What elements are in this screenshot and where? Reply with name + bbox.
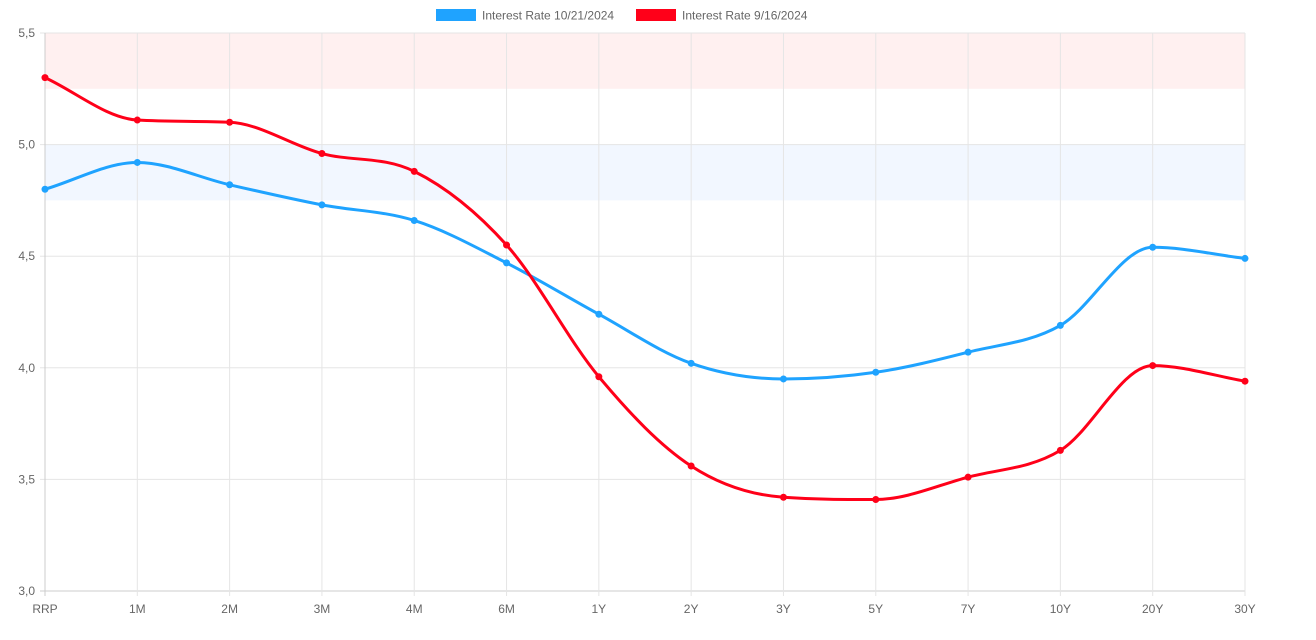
data-point (226, 181, 234, 189)
data-point (1149, 362, 1157, 370)
data-point (226, 118, 234, 126)
x-tick-label: 2M (221, 602, 238, 616)
data-point (872, 495, 880, 503)
x-tick-label: 7Y (961, 602, 976, 616)
x-tick-label: 10Y (1050, 602, 1071, 616)
data-point (1241, 377, 1249, 385)
data-point (41, 185, 49, 193)
x-tick-label: 30Y (1234, 602, 1255, 616)
data-point (872, 368, 880, 376)
x-tick-label: 1M (129, 602, 146, 616)
rate-band-1 (45, 144, 1245, 201)
x-tick-label: 4M (406, 602, 423, 616)
data-point (410, 167, 418, 175)
legend-label: Interest Rate 9/16/2024 (682, 9, 808, 23)
data-point (1241, 254, 1249, 262)
data-point (964, 348, 972, 356)
x-tick-label: 3Y (776, 602, 791, 616)
grid-lines (40, 32, 1246, 596)
data-point (133, 116, 141, 124)
x-tick-label: 3M (314, 602, 331, 616)
y-axis: 3,0 3,5 4,0 4,5 5,0 5,5 (18, 26, 35, 598)
legend-swatch (636, 9, 676, 21)
x-tick-label: 2Y (684, 602, 699, 616)
rate-band-0 (45, 33, 1245, 89)
y-tick-label: 3,0 (18, 584, 35, 598)
y-tick-label: 5,5 (18, 26, 35, 40)
data-point (503, 259, 511, 267)
x-axis: RRP 1M 2M 3M 4M 6M 1Y 2Y 3Y 5Y 7Y 10Y 20Y 30Y (32, 602, 1255, 616)
series-lines (41, 74, 1249, 503)
data-point (964, 473, 972, 481)
data-point (779, 375, 787, 383)
x-tick-label: RRP (32, 602, 57, 616)
legend-label: Interest Rate 10/21/2024 (482, 9, 614, 23)
data-point (41, 74, 49, 82)
x-tick-label: 1Y (592, 602, 607, 616)
data-point (1056, 446, 1064, 454)
data-point (503, 241, 511, 249)
data-point (595, 373, 603, 381)
y-tick-label: 4,0 (18, 361, 35, 375)
series-line-2 (43, 76, 1247, 501)
data-point (595, 310, 603, 318)
legend-item[interactable]: Interest Rate 9/16/2024 (636, 9, 808, 23)
legend[interactable]: Interest Rate 10/21/2024 Interest Rate 9/… (436, 9, 808, 23)
data-point (318, 201, 326, 209)
x-tick-label: 20Y (1142, 602, 1163, 616)
data-point (687, 462, 695, 470)
y-tick-label: 4,5 (18, 249, 35, 263)
y-tick-label: 3,5 (18, 472, 35, 486)
data-point (687, 359, 695, 367)
x-tick-label: 6M (498, 602, 515, 616)
data-point (779, 493, 787, 501)
data-point (410, 216, 418, 224)
legend-item[interactable]: Interest Rate 10/21/2024 (436, 9, 614, 23)
rate-bands (45, 33, 1245, 201)
y-tick-label: 5,0 (18, 138, 35, 152)
data-point (318, 150, 326, 158)
x-tick-label: 5Y (868, 602, 883, 616)
data-point (133, 158, 141, 166)
data-point (1149, 243, 1157, 251)
legend-swatch (436, 9, 476, 21)
data-point (1056, 321, 1064, 329)
